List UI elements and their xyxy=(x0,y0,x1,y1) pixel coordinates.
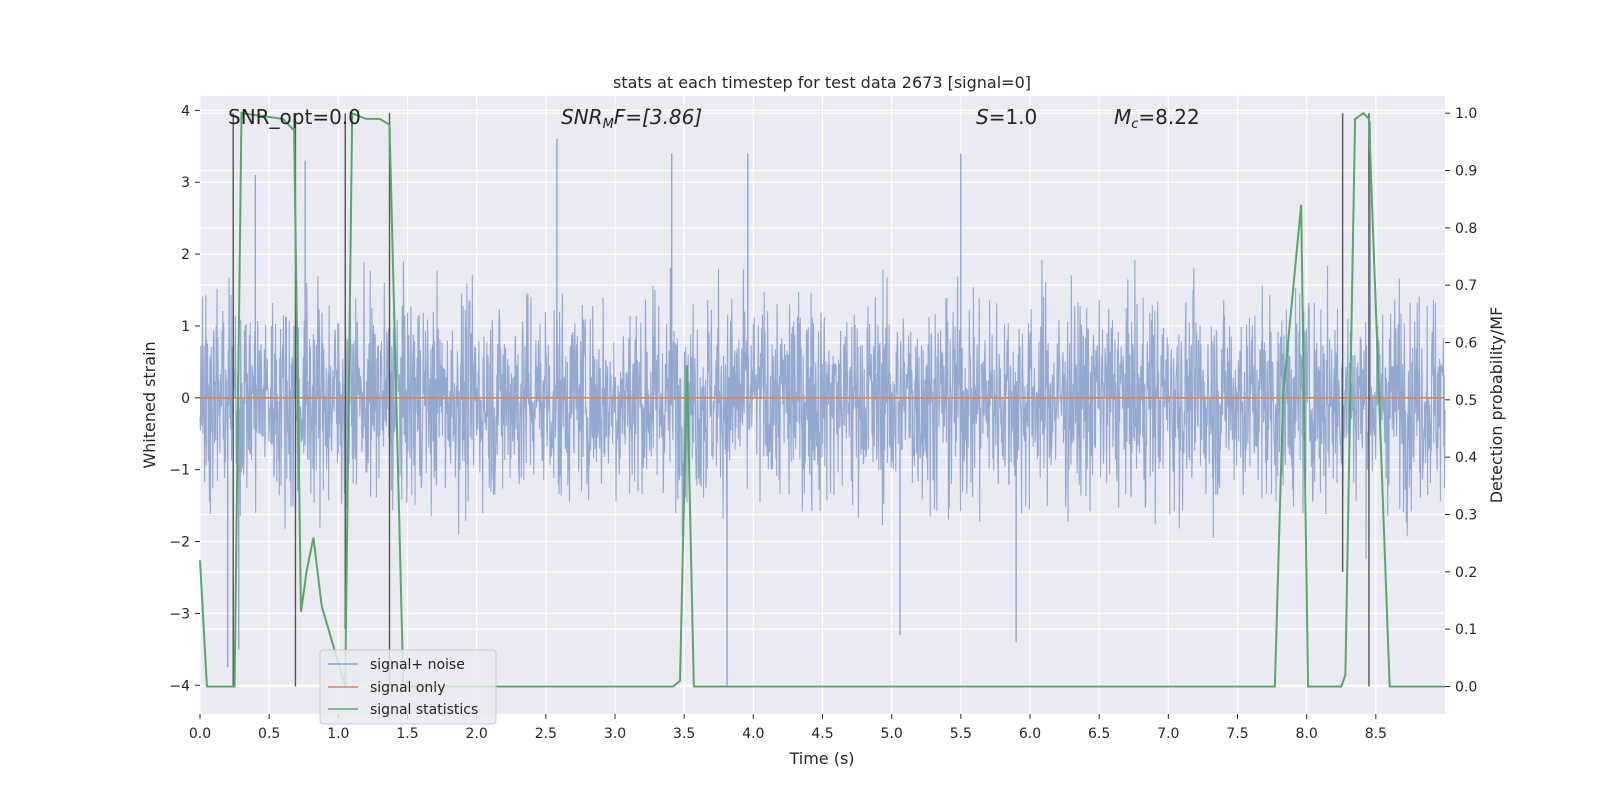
noise-trace xyxy=(199,259,1446,559)
y-tick-label: 1 xyxy=(181,319,190,335)
snr-mf-subscript: M xyxy=(603,117,614,132)
legend-label-noise: signal+ noise xyxy=(370,657,465,673)
x-tick-label: 1.5 xyxy=(396,726,418,742)
y-right-tick-label: 0.0 xyxy=(1455,679,1477,695)
mc-value: =8.22 xyxy=(1138,105,1199,129)
y-tick-label: 3 xyxy=(181,175,190,191)
y-right-tick-label: 0.6 xyxy=(1455,336,1477,352)
x-tick-label: 5.5 xyxy=(950,726,972,742)
y-tick-label: 2 xyxy=(181,247,190,263)
x-tick-label: 3.5 xyxy=(673,726,695,742)
x-tick-label: 7.0 xyxy=(1157,726,1179,742)
y-tick-label: −1 xyxy=(169,463,190,479)
annotation-snr-mf: SNRMF=[3.86] xyxy=(561,105,702,132)
snr-mf-rest: F=[3.86] xyxy=(614,105,702,129)
x-tick-label: 4.0 xyxy=(742,726,764,742)
legend-label-stats: signal statistics xyxy=(370,702,478,718)
y-right-tick-label: 0.1 xyxy=(1455,622,1477,638)
y-ticks-left: −4 −3 −2 −1 0 1 2 3 4 xyxy=(169,103,200,694)
y-right-tick-label: 0.4 xyxy=(1455,450,1477,466)
y-right-tick-label: 0.3 xyxy=(1455,507,1477,523)
legend: signal+ noise signal only signal statist… xyxy=(319,649,497,725)
x-tick-label: 2.5 xyxy=(535,726,557,742)
vertical-markers xyxy=(232,113,1370,687)
y-right-tick-label: 0.2 xyxy=(1455,565,1477,581)
annotation-snr-opt: SNR_opt=0.0 xyxy=(228,105,361,129)
x-tick-label: 6.0 xyxy=(1019,726,1041,742)
legend-box xyxy=(319,649,497,725)
y-tick-label: −3 xyxy=(169,606,190,622)
y-right-tick-label: 0.8 xyxy=(1455,221,1477,237)
mc-subscript: c xyxy=(1131,117,1138,132)
y-tick-label: −4 xyxy=(169,678,190,694)
legend-label-signal: signal only xyxy=(370,680,445,696)
y-right-tick-label: 0.9 xyxy=(1455,164,1477,180)
x-tick-label: 8.5 xyxy=(1365,726,1387,742)
stats-line xyxy=(199,111,1445,688)
y-right-tick-label: 0.5 xyxy=(1455,393,1477,409)
annotation-mc: Mc=8.22 xyxy=(1114,105,1200,132)
x-tick-label: 1.0 xyxy=(327,726,349,742)
y-tick-label: −2 xyxy=(169,535,190,551)
chart-title: stats at each timestep for test data 267… xyxy=(613,73,1031,92)
x-tick-label: 7.5 xyxy=(1226,726,1248,742)
y-tick-label: 4 xyxy=(181,103,190,119)
x-axis-label: Time (s) xyxy=(788,749,854,768)
mc-variable: M xyxy=(1114,105,1131,129)
x-tick-label: 2.0 xyxy=(466,726,488,742)
y-axis-right-label: Detection probability/MF xyxy=(1487,307,1506,504)
y-ticks-right: 0.0 0.1 0.2 0.3 0.4 0.5 0.6 0.7 0.8 0.9 1.0 xyxy=(1445,106,1477,695)
snr-mf-base: SNR xyxy=(561,105,603,129)
x-tick-label: 6.5 xyxy=(1088,726,1110,742)
x-tick-label: 5.0 xyxy=(881,726,903,742)
s-variable: S xyxy=(976,105,989,129)
s-value: =1.0 xyxy=(989,105,1038,129)
stats-series xyxy=(199,111,1445,688)
x-tick-label: 4.5 xyxy=(811,726,833,742)
x-tick-label: 0.0 xyxy=(189,726,211,742)
y-tick-label: 0 xyxy=(181,391,190,407)
x-tick-label: 0.5 xyxy=(258,726,280,742)
y-axis-label: Whitened strain xyxy=(140,341,159,468)
noise-series xyxy=(199,121,1446,686)
x-tick-label: 8.0 xyxy=(1296,726,1318,742)
x-ticks: 0.0 0.5 1.0 1.5 2.0 2.5 3.0 3.5 4.0 4.5 5.0 5.5 6.0 6… xyxy=(189,714,1387,742)
y-right-tick-label: 0.7 xyxy=(1455,278,1477,294)
y-right-tick-label: 1.0 xyxy=(1455,106,1477,122)
annotation-s: S=1.0 xyxy=(976,105,1037,129)
x-tick-label: 3.0 xyxy=(604,726,626,742)
